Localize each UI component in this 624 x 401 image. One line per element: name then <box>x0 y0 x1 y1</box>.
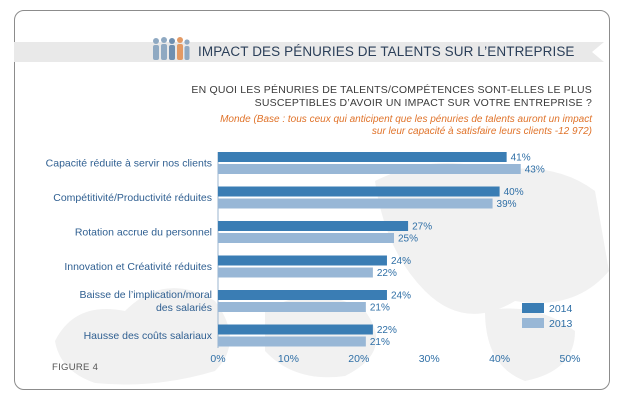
bar-2014 <box>218 152 507 162</box>
bar-2014 <box>218 255 387 266</box>
people-group-icon <box>153 37 190 60</box>
category-label: Rotation accrue du personnel <box>75 227 212 239</box>
category-label: Innovation et Créativité réduites <box>64 261 212 273</box>
category-label: Baisse de l’implication/moral <box>80 289 212 301</box>
category-label: des salariés <box>156 302 212 314</box>
figure-label: FIGURE 4 <box>52 362 99 373</box>
bar-2013 <box>218 164 521 174</box>
value-label: 40% <box>504 187 524 198</box>
x-tick-label: 10% <box>278 353 299 365</box>
value-label: 21% <box>370 337 390 348</box>
question-line-2: SUSCEPTIBLES D’AVOIR UN IMPACT SUR VOTRE… <box>254 97 592 109</box>
legend-label-2014: 2014 <box>549 303 573 315</box>
value-label: 27% <box>412 222 432 233</box>
base-note-line-1: Monde (Base : tous ceux qui anticipent q… <box>220 114 592 125</box>
x-tick-label: 40% <box>489 353 510 365</box>
value-label: 22% <box>377 268 397 279</box>
legend-swatch-2013 <box>522 318 544 328</box>
category-label: Compétitivité/Productivité réduites <box>53 192 212 204</box>
base-note: Monde (Base : tous ceux qui anticipent q… <box>122 114 592 138</box>
x-tick-label: 20% <box>348 353 369 365</box>
value-label: 24% <box>391 291 411 302</box>
bar-2013 <box>218 336 366 347</box>
legend-label-2013: 2013 <box>549 318 573 330</box>
base-note-line-2: sur leur capacité à satisfaire leurs cli… <box>371 126 592 137</box>
bar-2013 <box>218 233 394 243</box>
bar-2014 <box>218 186 500 197</box>
x-tick-label: 30% <box>419 353 440 365</box>
category-label: Capacité réduite à servir nos clients <box>46 158 212 170</box>
x-tick-label: 50% <box>559 353 580 365</box>
category-label: Hausse des coûts salariaux <box>84 330 213 342</box>
bar-2013 <box>218 302 366 312</box>
x-tick-label: 0% <box>210 353 225 365</box>
page-title: IMPACT DES PÉNURIES DE TALENTS SUR L’ENT… <box>198 44 575 59</box>
bar-2013 <box>218 267 373 278</box>
bar-2014 <box>218 221 409 231</box>
value-label: 21% <box>370 303 390 314</box>
value-label: 41% <box>511 153 531 164</box>
bar-2013 <box>218 198 493 209</box>
bar-2014 <box>218 290 387 300</box>
value-label: 24% <box>391 256 411 267</box>
value-label: 25% <box>398 234 418 245</box>
legend-swatch-2014 <box>522 303 544 313</box>
value-label: 22% <box>377 325 397 336</box>
bar-2014 <box>218 324 373 335</box>
question-line-1: EN QUOI LES PÉNURIES DE TALENTS/COMPÉTEN… <box>191 84 592 96</box>
value-label: 43% <box>525 165 545 176</box>
chart-question: EN QUOI LES PÉNURIES DE TALENTS/COMPÉTEN… <box>152 84 592 110</box>
value-label: 39% <box>497 199 517 210</box>
